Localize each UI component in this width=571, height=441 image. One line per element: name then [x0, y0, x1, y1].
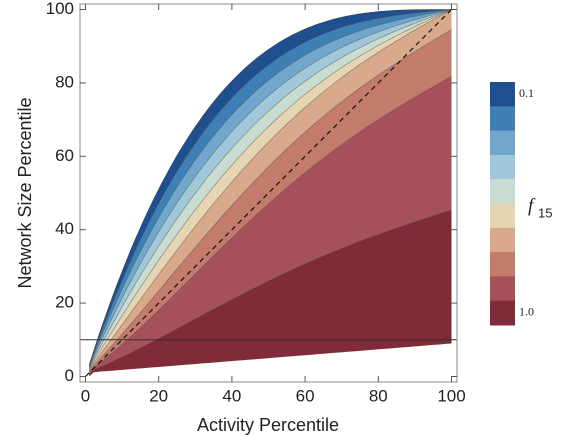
- x-tick-label: 100: [437, 386, 465, 405]
- contour-line: [88, 209, 452, 376]
- contour-line: [88, 29, 452, 374]
- contour-line: [88, 9, 452, 370]
- colorbar-swatch: [490, 154, 515, 180]
- contour-line: [88, 76, 452, 375]
- contour-band: [89, 9, 452, 366]
- x-tick-label: 80: [369, 386, 388, 405]
- x-tick-label: 60: [296, 386, 315, 405]
- contour-line: [88, 9, 452, 368]
- colorbar-swatch: [490, 252, 515, 277]
- y-tick-label: 20: [55, 293, 74, 312]
- colorbar-swatch: [490, 82, 515, 107]
- x-axis-label: Activity Percentile: [197, 415, 339, 435]
- x-tick-label: 40: [222, 386, 241, 405]
- colorbar-swatch: [490, 276, 515, 302]
- colorbar-swatch: [490, 106, 515, 132]
- x-tick-label: 0: [81, 386, 90, 405]
- colorbar-swatch: [490, 203, 515, 229]
- colorbar-label: f: [528, 195, 536, 216]
- contour-line: [88, 9, 452, 367]
- colorbar-swatch: [490, 179, 515, 204]
- x-tick-label: 20: [149, 386, 168, 405]
- plot-frame: [79, 3, 458, 383]
- colorbar-swatch: [490, 227, 515, 253]
- contour-line: [88, 9, 452, 371]
- region-edge: [88, 9, 452, 365]
- colorbar-swatch: [490, 300, 515, 326]
- y-tick-label: 60: [55, 146, 74, 165]
- colorbar-label-sub: 15: [538, 205, 552, 220]
- y-tick-label: 100: [46, 0, 74, 18]
- colorbar-tick-label: 1.0: [519, 305, 534, 319]
- y-tick-label: 40: [55, 219, 74, 238]
- y-axis-label: Network Size Percentile: [15, 97, 35, 288]
- y-tick-label: 0: [65, 366, 74, 385]
- contour-line: [88, 9, 452, 372]
- colorbar-tick-label: 0.1: [519, 86, 534, 100]
- contour-line: [88, 9, 452, 369]
- colorbar-swatch: [490, 130, 515, 156]
- y-tick-label: 80: [55, 72, 74, 91]
